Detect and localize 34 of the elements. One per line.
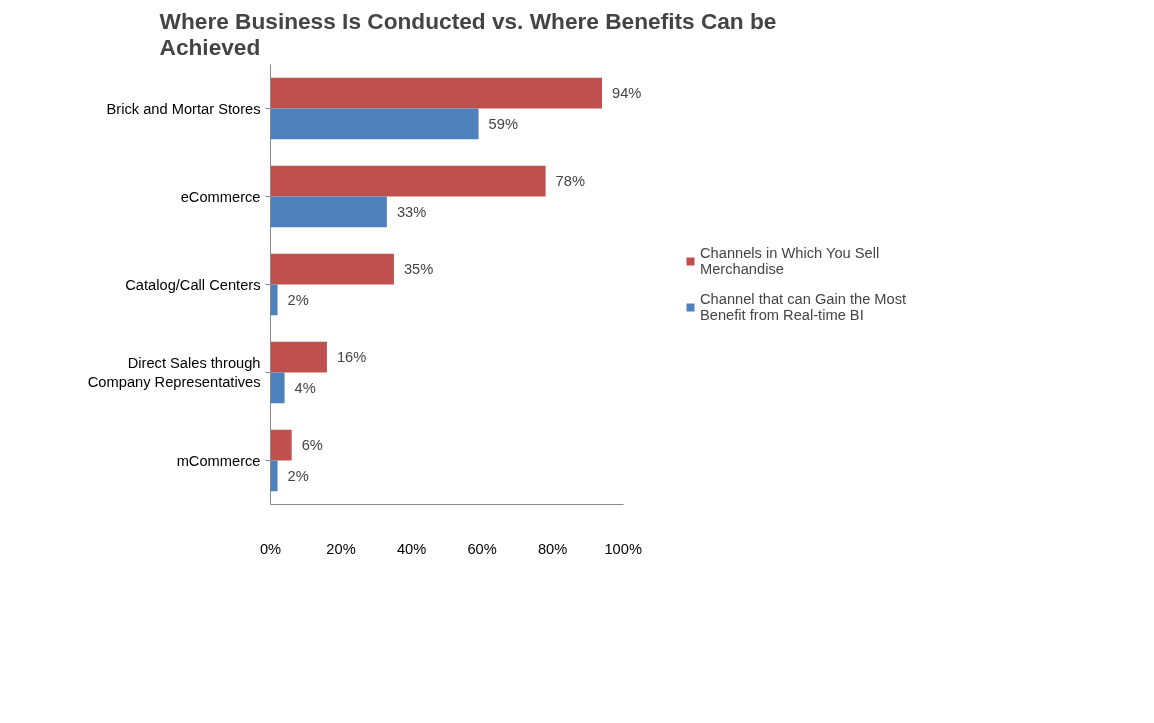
- bar: [270, 165, 546, 197]
- data-label: 94%: [612, 85, 642, 102]
- y-tick-label: eCommerce: [180, 188, 261, 205]
- bar: [270, 429, 292, 461]
- x-tick-label: 0%: [259, 540, 282, 557]
- x-tick-label: 20%: [326, 540, 356, 557]
- y-tick-label: Brick and Mortar Stores: [106, 100, 261, 117]
- data-label: 2%: [287, 291, 309, 308]
- x-tick-label: 60%: [467, 540, 497, 557]
- y-tick-label: Direct Sales through Company Representatives: [87, 354, 261, 391]
- data-label: 35%: [403, 261, 434, 278]
- y-tick-label: Catalog/Call Centers: [125, 276, 261, 293]
- data-label: 59%: [488, 115, 518, 132]
- x-tick-label: 100%: [604, 540, 642, 557]
- data-label: 4%: [294, 379, 316, 396]
- data-label: 33%: [396, 203, 427, 220]
- y-tick-label: mCommerce: [176, 452, 261, 469]
- bar: [270, 460, 278, 492]
- data-label: 2%: [287, 467, 309, 484]
- bar: [270, 284, 278, 316]
- bar: [270, 253, 394, 285]
- data-label: 78%: [555, 173, 585, 190]
- bar: [270, 77, 603, 109]
- chart-title: Where Business Is Conducted vs. Where Benefits Can be Achieved: [159, 7, 777, 60]
- data-label: 16%: [336, 349, 367, 366]
- data-label: 6%: [301, 437, 323, 454]
- legend-label: Channel that can Gain the Most Benefit from Real-time BI: [700, 291, 907, 323]
- x-tick-label: 80%: [537, 540, 568, 557]
- bar: [270, 196, 387, 228]
- bar: [270, 108, 479, 140]
- x-tick-label: 40%: [396, 540, 427, 557]
- bar: [270, 372, 285, 404]
- legend-label: Channels in Which You Sell Merchandise: [700, 245, 880, 277]
- bar: [270, 341, 327, 373]
